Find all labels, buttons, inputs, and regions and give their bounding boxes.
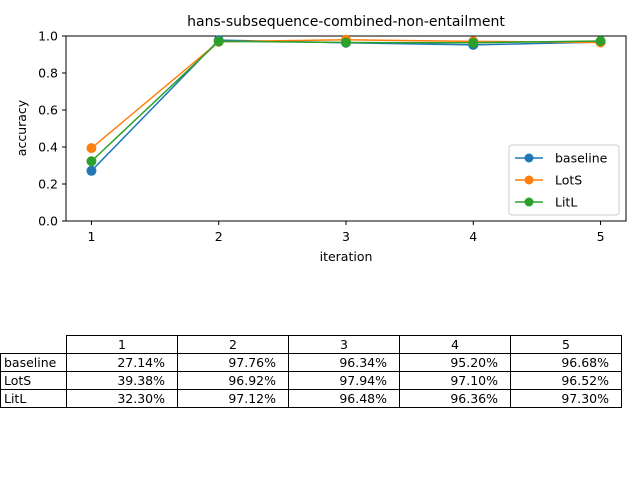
table-column-header: 1 <box>66 335 178 354</box>
series-line-litl <box>90 40 601 162</box>
table-row-label: LitL <box>0 389 67 408</box>
x-tick-label: 2 <box>215 229 223 244</box>
table-cell: 95.20% <box>399 353 511 372</box>
data-point-litl <box>86 156 97 167</box>
table-column-header: 3 <box>288 335 400 354</box>
y-tick-label: 1.0 <box>38 29 58 44</box>
chart-title: hans-subsequence-combined-non-entailment <box>187 14 505 30</box>
table-row: baseline 27.14% 97.76% 96.34% 95.20% 96.… <box>0 353 622 372</box>
legend-box <box>508 144 620 216</box>
data-point-litl <box>341 37 351 48</box>
table-cell: 96.92% <box>177 371 289 390</box>
table-cell: 39.38% <box>66 371 178 390</box>
y-axis-label: accuracy <box>14 99 29 156</box>
table-corner <box>1 336 67 354</box>
results-table: 1 2 3 4 5 baseline 27.14% 97.76% 96.34% … <box>0 335 622 408</box>
table-cell: 97.94% <box>288 371 400 390</box>
table-column-header: 2 <box>177 335 289 354</box>
table-cell: 96.52% <box>510 371 622 390</box>
table-column-header: 5 <box>510 335 622 354</box>
x-tick-label: 1 <box>87 229 95 244</box>
y-tick-label: 0.8 <box>38 66 58 81</box>
legend-marker <box>524 153 534 163</box>
y-tick-label: 0.2 <box>38 177 58 192</box>
legend: baseline LotS LitL <box>508 144 620 216</box>
table-cell: 96.48% <box>288 389 400 408</box>
accuracy-line-chart: hans-subsequence-combined-non-entailment… <box>14 14 627 264</box>
table-cell: 96.34% <box>288 353 400 372</box>
table-cell: 97.12% <box>177 389 289 408</box>
y-tick-label: 0.4 <box>38 140 58 155</box>
table-header-row: 1 2 3 4 5 <box>1 335 622 354</box>
x-axis-label: iteration <box>320 249 373 264</box>
table-cell: 32.30% <box>66 389 178 408</box>
table-cell: 27.14% <box>66 353 178 372</box>
x-tick-label: 5 <box>597 229 605 244</box>
legend-marker <box>524 175 534 185</box>
plot-area: 1 2 3 4 5 0.0 0.2 0.4 0.6 0.8 1.0 <box>38 29 627 244</box>
table-row-label: LotS <box>0 371 67 390</box>
x-tick-label: 3 <box>342 229 350 244</box>
legend-label: LotS <box>555 173 582 188</box>
series-line-lots <box>90 39 601 149</box>
table-row: LotS 39.38% 96.92% 97.94% 97.10% 96.52% <box>0 371 622 390</box>
y-tick-label: 0.6 <box>38 103 58 118</box>
legend-marker <box>524 197 534 207</box>
table-column-header: 4 <box>399 335 511 354</box>
data-point-lots <box>86 143 97 154</box>
y-tick-label: 0.0 <box>38 214 58 229</box>
legend-label: LitL <box>555 195 577 210</box>
table-cell: 96.68% <box>510 353 622 372</box>
x-tick-label: 4 <box>469 229 477 244</box>
legend-label: baseline <box>555 151 608 166</box>
table-row: LitL 32.30% 97.12% 96.48% 96.36% 97.30% <box>0 389 622 408</box>
data-point-litl <box>213 36 224 47</box>
data-point-baseline <box>86 165 97 176</box>
data-point-litl <box>468 37 479 48</box>
table-cell: 97.10% <box>399 371 511 390</box>
table-row-label: baseline <box>0 353 67 372</box>
table-cell: 96.36% <box>399 389 511 408</box>
data-point-litl <box>595 35 606 46</box>
table-cell: 97.30% <box>510 389 622 408</box>
table-cell: 97.76% <box>177 353 289 372</box>
